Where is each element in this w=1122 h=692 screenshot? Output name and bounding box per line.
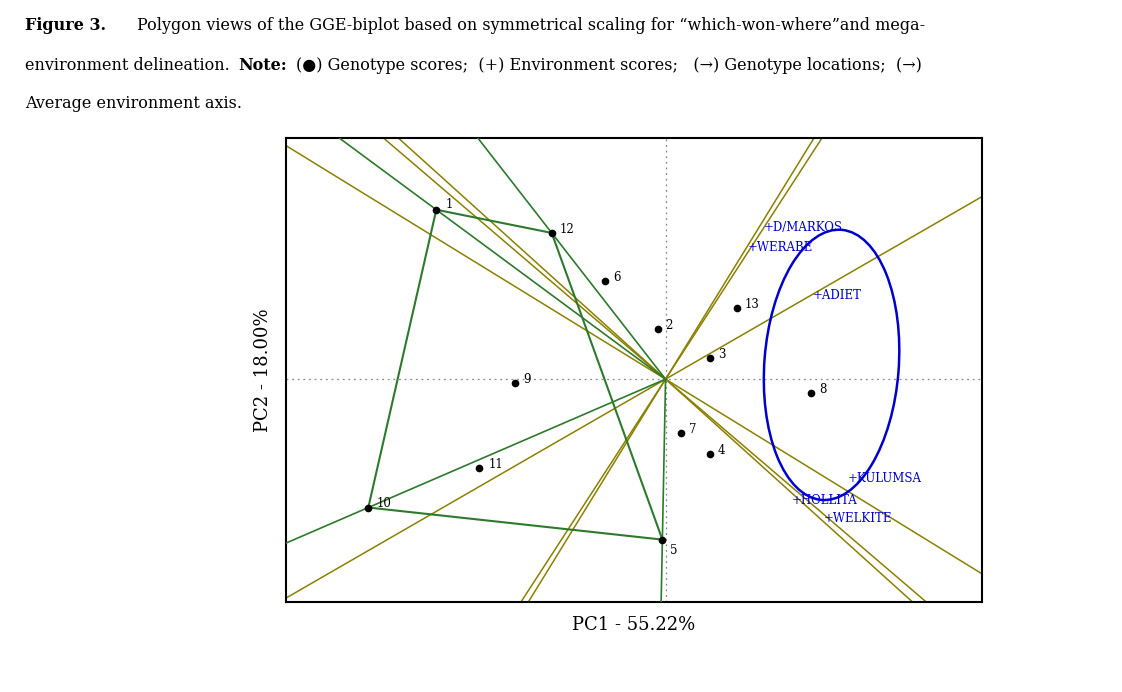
Text: 8: 8 [819,383,826,397]
Text: Polygon views of the GGE-biplot based on symmetrical scaling for “which-won-wher: Polygon views of the GGE-biplot based on… [137,17,925,35]
Text: 10: 10 [376,498,392,511]
Text: +KULUMSA: +KULUMSA [847,473,921,486]
Text: environment delineation.: environment delineation. [25,57,229,74]
Text: Average environment axis.: Average environment axis. [25,95,241,113]
Text: +ADIET: +ADIET [812,289,862,302]
Text: 1: 1 [445,198,453,211]
Text: Note:: Note: [238,57,286,74]
Text: +D/MARKOS: +D/MARKOS [764,221,843,234]
Y-axis label: PC2 - 18.00%: PC2 - 18.00% [255,309,273,432]
Text: 7: 7 [689,423,697,435]
Text: Figure 3.: Figure 3. [25,17,105,35]
Text: 12: 12 [560,223,574,236]
Text: +WERABE: +WERABE [747,241,813,254]
Text: 13: 13 [745,298,760,311]
Text: 9: 9 [523,372,531,385]
X-axis label: PC1 - 55.22%: PC1 - 55.22% [572,616,696,634]
Text: (●) Genotype scores;  (+) Environment scores;   (→) Genotype locations;  (→): (●) Genotype scores; (+) Environment sco… [296,57,922,74]
Text: 11: 11 [488,458,504,471]
Text: 2: 2 [665,319,673,332]
Text: 3: 3 [718,347,725,361]
Text: 6: 6 [614,271,620,284]
Text: +HOLLITA: +HOLLITA [792,494,858,507]
Text: 5: 5 [670,544,678,557]
Text: 4: 4 [718,444,725,457]
Text: +WELKITE: +WELKITE [824,511,892,525]
